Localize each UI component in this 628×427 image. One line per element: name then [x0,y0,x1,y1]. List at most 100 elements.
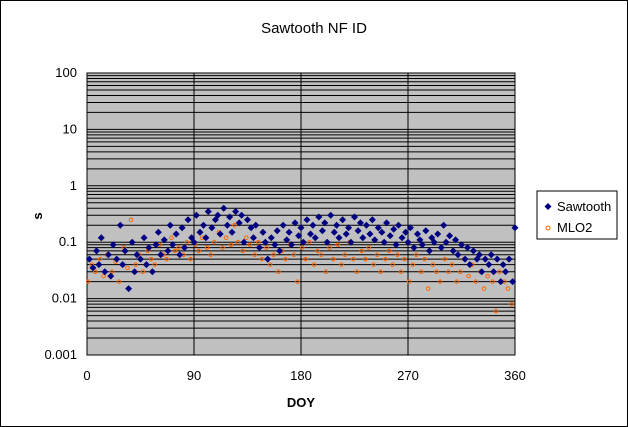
sawtooth-point [390,225,398,233]
mlo2-point [454,279,460,284]
sawtooth-point [264,255,272,263]
sawtooth-point [442,238,450,246]
mlo2-point [307,239,312,245]
mlo2-point [267,262,273,267]
mlo2-point [362,256,368,262]
sawtooth-point [356,219,364,227]
mlo2-point [342,252,348,258]
sawtooth-point [416,236,424,244]
y-tick-label: 0.01 [52,291,77,306]
sawtooth-point [232,208,240,216]
sawtooth-point [430,238,438,246]
sawtooth-point [154,228,162,236]
sawtooth-point [85,255,93,263]
sawtooth-point [180,244,188,252]
mlo2-point [93,269,98,274]
sawtooth-point [214,211,222,219]
sawtooth-point [240,238,248,246]
mlo2-point [473,279,479,284]
sawtooth-point [458,241,465,249]
x-tick-label: 270 [397,368,419,383]
mlo2-point [223,235,229,241]
sawtooth-point [196,228,204,236]
mlo2-point [395,252,400,258]
mlo2-point [259,256,265,262]
sawtooth-point [169,241,177,249]
sawtooth-point [97,234,105,242]
mlo2-point [386,248,392,254]
sawtooth-point [287,241,295,249]
sawtooth-point [383,219,391,227]
sawtooth-point [279,221,287,229]
sawtooth-point [342,230,350,238]
mlo2-point [425,286,431,291]
sawtooth-point [490,268,498,276]
mlo2-point [446,269,451,274]
sawtooth-point [402,228,410,236]
mlo2-point [295,279,300,284]
mlo2-point [466,273,471,279]
mlo2-point [414,252,419,258]
sawtooth-point [449,247,457,255]
x-tick-label: 90 [187,368,201,383]
mlo2-point [303,256,309,262]
mlo2-point [335,242,341,248]
mlo2-point [449,262,455,267]
x-axis-label: DOY [287,395,316,410]
sawtooth-point [119,261,127,269]
sawtooth-point [335,234,343,242]
sawtooth-point [354,227,362,235]
sawtooth-point [160,236,168,244]
sawtooth-point [142,261,150,269]
mlo2-point [505,286,511,291]
sawtooth-point [371,236,379,244]
mlo2-point [418,269,424,274]
sawtooth-point [333,221,341,229]
sawtooth-point [113,255,121,263]
sawtooth-point [410,244,418,252]
sawtooth-point [434,230,442,238]
sawtooth-point [93,247,101,255]
legend-marker-mlo2 [545,225,551,231]
sawtooth-point [446,232,454,240]
mlo2-point [351,256,356,262]
sawtooth-point [463,244,471,252]
sawtooth-point [267,234,275,242]
sawtooth-point [437,244,445,252]
legend: Sawtooth MLO2 [536,190,618,240]
mlo2-point [371,262,376,267]
sawtooth-point [497,278,505,286]
sawtooth-point [208,224,216,232]
legend-box [536,190,618,240]
sawtooth-point [137,255,144,263]
mlo2-point [228,242,234,248]
x-tick-label: 180 [290,368,312,383]
sawtooth-point [368,216,376,224]
sawtooth-point [378,228,386,236]
mlo2-point [318,252,324,258]
x-tick-label: 360 [504,368,526,383]
sawtooth-point [454,251,462,259]
mlo2-point [220,245,225,250]
legend-label-sawtooth: Sawtooth [557,199,611,214]
sawtooth-point [493,255,501,263]
y-tick-label: 0.1 [59,234,77,249]
sawtooth-point [116,221,124,229]
sawtooth-point [487,251,495,259]
sawtooth-point [461,255,469,263]
sawtooth-point [406,224,414,232]
mlo2-point [390,262,395,267]
mlo2-point [176,245,181,250]
mlo2-point [235,239,241,245]
sawtooth-point [202,234,210,242]
sawtooth-point [190,238,198,246]
sawtooth-point [200,221,208,229]
sawtooth-point [261,238,269,246]
sawtooth-point [184,216,192,224]
sawtooth-point [109,241,117,249]
sawtooth-point [422,227,430,235]
sawtooth-point [140,234,148,242]
mlo2-point [442,256,448,262]
mlo2-point [291,252,297,258]
